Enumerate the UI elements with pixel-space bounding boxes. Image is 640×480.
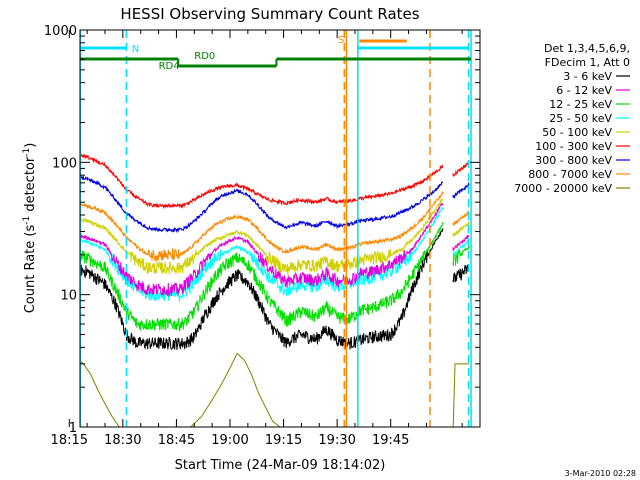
series-line xyxy=(80,221,444,332)
y-axis-label-part1: Count Rate (s xyxy=(23,225,38,314)
legend-label: 3 - 6 keV xyxy=(563,70,612,83)
annotation-label-s: S xyxy=(338,35,344,46)
annotation-label-rd4: RD4 xyxy=(159,61,180,72)
legend-label: 300 - 800 keV xyxy=(535,154,612,167)
x-tick-label: 19:30 xyxy=(318,433,355,448)
y-axis-label-sup2: -1 xyxy=(22,148,32,157)
plot-clip-group xyxy=(80,30,472,427)
y-axis-label-part2: detector xyxy=(23,156,38,216)
legend-label: 12 - 25 keV xyxy=(549,98,612,111)
legend-label: 800 - 7000 keV xyxy=(528,168,612,181)
series-line xyxy=(80,352,443,427)
legend-label: 7000 - 20000 keV xyxy=(514,182,612,195)
y-axis-label-sup1: -1 xyxy=(22,216,32,225)
series-line xyxy=(452,363,470,427)
series-line xyxy=(452,161,470,177)
series-line xyxy=(80,190,444,262)
y-axis-label: Count Rate (s-1 detector-1) xyxy=(22,143,38,314)
x-tick-label: 18:45 xyxy=(158,433,195,448)
legend-label: 50 - 100 keV xyxy=(542,126,612,139)
y-tick-label: 100 xyxy=(52,156,77,171)
series-line xyxy=(452,181,470,200)
y-tick-label: 1 xyxy=(69,421,77,436)
series-line xyxy=(452,210,470,227)
series-line xyxy=(80,153,444,210)
annotation-label-rd0: RD0 xyxy=(194,51,215,62)
legend: Det 1,3,4,5,6,9,FDecim 1, Att 03 - 6 keV… xyxy=(514,42,630,195)
series-line xyxy=(80,175,444,234)
plot-frame xyxy=(79,29,481,428)
footer-date: 3-Mar-2010 02:28 xyxy=(565,469,636,478)
x-tick-label: 18:15 xyxy=(51,433,88,448)
x-axis-ticks: 18:15 18:30 18:45 19:00 19:15 19:30 19:45 xyxy=(51,30,481,448)
x-tick-label: 19:15 xyxy=(265,433,302,448)
plot-content: N S RD0 RD4 xyxy=(80,30,472,427)
series-line xyxy=(80,207,444,302)
series-line xyxy=(80,202,444,298)
legend-header: FDecim 1, Att 0 xyxy=(545,56,630,69)
series-line xyxy=(452,239,470,256)
x-axis-label: Start Time (24-Mar-09 18:14:02) xyxy=(175,458,386,473)
y-axis-label-part3: ) xyxy=(23,143,38,148)
legend-label: 25 - 50 keV xyxy=(549,112,612,125)
y-axis-ticks: 1 10 100 1000 xyxy=(44,24,480,436)
legend-label: 6 - 12 keV xyxy=(556,84,612,97)
legend-label: 100 - 300 keV xyxy=(535,140,612,153)
y-tick-label: 1000 xyxy=(44,24,77,39)
series-line xyxy=(452,221,470,238)
series-line xyxy=(452,233,470,252)
series-line xyxy=(452,245,470,267)
legend-header: Det 1,3,4,5,6,9, xyxy=(544,42,630,55)
x-tick-label: 19:00 xyxy=(211,433,248,448)
series-line xyxy=(80,198,444,276)
x-tick-label: 19:45 xyxy=(372,433,409,448)
y-tick-label: 10 xyxy=(60,289,77,304)
annotation-label-n: N xyxy=(132,44,139,55)
x-tick-label: 18:30 xyxy=(104,433,141,448)
series-line xyxy=(452,264,470,283)
series-line xyxy=(80,228,444,350)
chart-title: HESSI Observing Summary Count Rates xyxy=(120,5,419,23)
